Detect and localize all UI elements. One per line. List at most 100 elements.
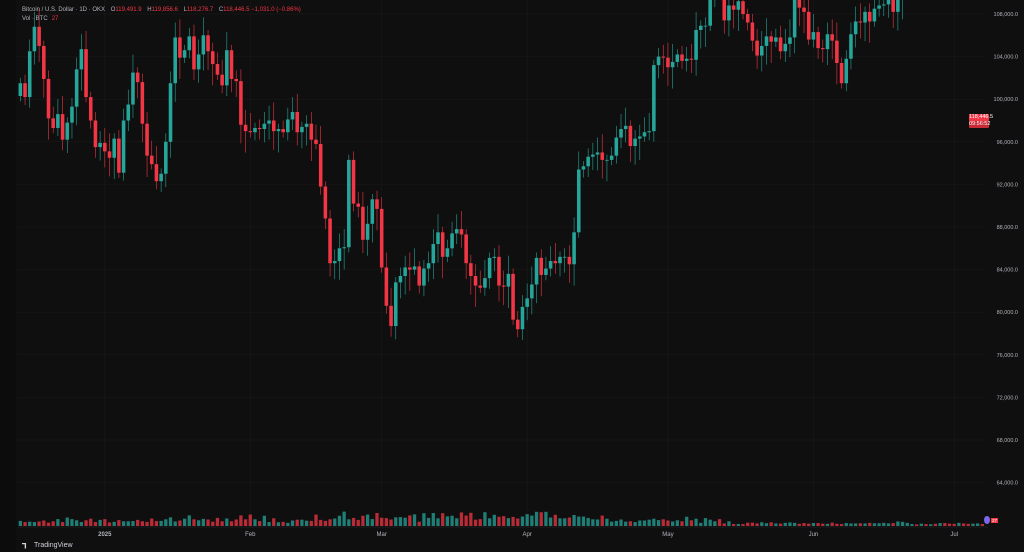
volume-bar [567,517,572,526]
candle-body [877,5,881,9]
candle-body [356,203,361,207]
volume-label: Vol · BTC [22,16,48,22]
volume-bar [788,522,792,526]
candle-body [135,72,140,83]
volume-bar [886,523,891,526]
currency-badge: 27 [990,517,998,523]
candle-body [699,25,703,30]
volume-bar [792,522,797,526]
candle-body [600,152,605,160]
candle-body [276,129,281,132]
candle-body [581,166,586,170]
volume-bar [877,523,881,526]
volume-bar [337,515,342,526]
y-tick-label: 100,000.0 [994,97,1018,103]
candle-body [225,50,229,86]
volume-bar [145,521,149,526]
candle-body [553,261,558,264]
volume-bar [384,518,389,526]
volume-bar [896,521,900,526]
volume-bar [28,521,32,526]
volume-bar [70,519,74,526]
candle-body [858,21,863,23]
candle-body [882,4,886,6]
volume-bar [408,515,412,526]
candle-body [417,266,422,286]
low-value: 118,276.7 [186,7,214,13]
x-tick-label: 2025 [98,532,112,538]
volume-bar [215,517,220,526]
candle-body [501,285,506,287]
candle-body [680,54,684,61]
candle-body [65,122,70,140]
candle-body [267,120,271,124]
volume-bar [464,515,468,526]
volume-bar [347,519,351,526]
candle-body [408,267,412,270]
volume-bar [361,515,365,526]
candle-body [342,247,346,249]
candle-body [520,306,525,330]
candle-body [576,169,581,233]
candle-body [210,51,215,65]
volume-bar [159,520,163,526]
candle-body [609,155,614,160]
volume-bar [342,511,346,526]
candle-body [126,104,131,121]
candle-body [623,125,628,130]
candle-body [234,78,238,82]
volume-bar [633,522,637,526]
volume-bar [380,517,384,526]
candle-body [731,5,736,10]
candle-body [562,256,567,258]
candle-body [760,45,764,56]
candle-body [84,49,88,98]
volume-bar [389,519,393,526]
volume-bar [403,517,407,526]
volume-bar [431,513,435,526]
volume-bar [487,518,492,526]
volume-bar [37,521,41,526]
y-tick-label: 84,000.0 [997,268,1018,274]
volume-bar [811,523,816,526]
candle-body [42,45,46,79]
volume-bar [426,517,431,526]
currency-button[interactable]: 27 [984,515,998,525]
volume-bar [225,518,229,526]
candle-body [239,81,243,125]
volume-bar [173,521,177,526]
candle-body [764,36,769,46]
y-tick-label: 76,000.0 [997,353,1018,359]
candle-body [93,120,98,148]
candle-body [454,229,459,234]
volume-bar [56,519,60,526]
last-price-tag: 118,446.5 [969,114,994,121]
candle-body [694,29,698,60]
volume-bar [229,521,234,526]
volume-bar [323,520,328,526]
candle-body [121,120,126,173]
candle-body [384,267,389,306]
volume-bar [46,522,51,526]
volume-bar [506,518,511,526]
candle-body [431,244,436,264]
change-value: −1,031.0 (−0.86%) [251,7,301,13]
volume-bar [868,522,872,526]
volume-bar [685,516,689,526]
candle-body [149,155,154,165]
tradingview-logo[interactable]: TradingView [22,542,73,549]
volume-bar [398,517,403,526]
volume-bar [680,521,684,526]
candle-body [863,11,867,23]
candle-body [506,273,511,287]
volume-bar [577,516,581,526]
candle-body [769,36,773,42]
y-tick-label: 68,000.0 [997,438,1018,444]
candle-body [196,54,201,70]
volume-bar [445,516,450,526]
candle-body [469,263,473,276]
volume-bar [638,520,642,526]
volume-bar [952,523,956,526]
